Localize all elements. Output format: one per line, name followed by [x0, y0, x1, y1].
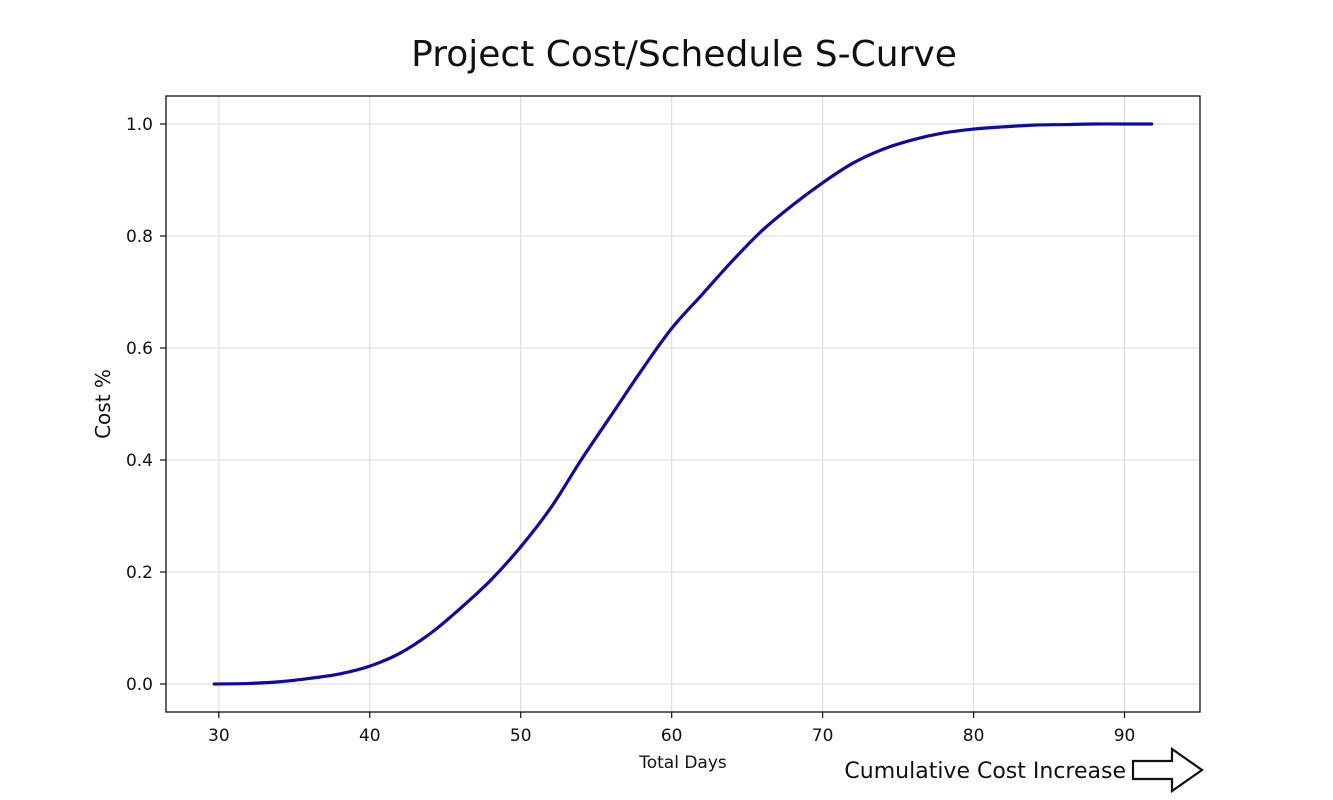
y-tick-label: 0.8 [126, 227, 153, 247]
annotation-text: Cumulative Cost Increase [844, 759, 1126, 784]
y-tick-label: 1.0 [126, 115, 153, 135]
chart-title: Project Cost/Schedule S-Curve [411, 34, 957, 75]
x-tick-label: 50 [510, 726, 532, 746]
x-tick-label: 40 [359, 726, 381, 746]
x-axis-label: Total Days [638, 753, 727, 773]
x-tick-label: 30 [208, 726, 230, 746]
x-tick-label: 60 [661, 726, 683, 746]
y-tick-label: 0.4 [126, 451, 153, 471]
series-layer [212, 122, 1154, 686]
y-tick-label: 0.0 [126, 675, 153, 695]
y-axis-label: Cost % [91, 369, 115, 439]
series-line [212, 122, 1154, 686]
x-tick-label: 80 [963, 726, 985, 746]
right-arrow-icon [1131, 746, 1204, 794]
y-tick-label: 0.6 [126, 339, 153, 359]
x-tick-label: 70 [812, 726, 834, 746]
plot-frame [165, 95, 1201, 713]
y-axis: 0.0 0.2 0.4 0.6 0.8 1.0 [126, 115, 166, 695]
x-tick-label: 90 [1114, 726, 1136, 746]
y-tick-label: 0.2 [126, 563, 153, 583]
grid [166, 96, 1200, 712]
x-axis: 30 40 50 60 70 80 90 [208, 712, 1135, 746]
